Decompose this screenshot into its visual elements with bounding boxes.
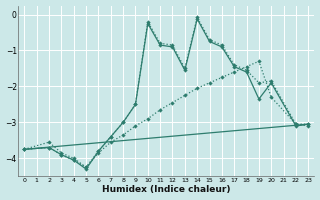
X-axis label: Humidex (Indice chaleur): Humidex (Indice chaleur) — [102, 185, 231, 194]
